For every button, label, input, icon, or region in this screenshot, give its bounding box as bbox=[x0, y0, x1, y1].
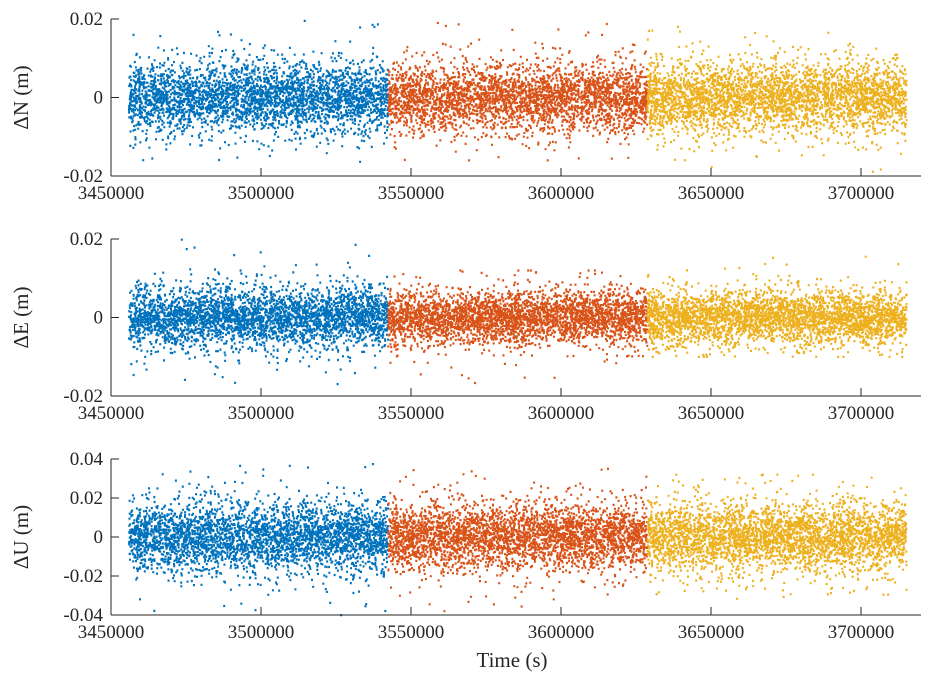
x-axis-label: Time (s) bbox=[477, 648, 548, 672]
series-1-points bbox=[128, 19, 390, 163]
y-axis-label: ΔN (m) bbox=[9, 65, 33, 129]
series-2-points bbox=[387, 21, 649, 162]
y-axis-label: ΔE (m) bbox=[9, 287, 33, 349]
series-1 bbox=[128, 19, 390, 163]
series-2 bbox=[387, 467, 649, 613]
subplot-2: -0.02 0 0.02 3450000 3500000 3550000 3600000 36… bbox=[9, 229, 921, 424]
x-tick-label: 3450000 bbox=[78, 403, 145, 424]
y-tick-label: 0.02 bbox=[70, 229, 103, 250]
series-2 bbox=[387, 269, 649, 385]
x-tick-label: 3700000 bbox=[828, 183, 895, 204]
series-3-points bbox=[646, 25, 908, 173]
x-tick-label: 3700000 bbox=[828, 622, 895, 643]
y-tick-label: 0.04 bbox=[70, 449, 104, 470]
x-tick-label: 3550000 bbox=[378, 622, 445, 643]
x-tick-label: 3550000 bbox=[378, 403, 445, 424]
series-3 bbox=[646, 255, 908, 358]
y-tick-label: -0.02 bbox=[63, 566, 103, 587]
x-tick-label: 3600000 bbox=[528, 622, 595, 643]
series-3-points bbox=[646, 473, 908, 600]
y-tick-label: 0 bbox=[94, 88, 104, 109]
y-tick-label: 0.02 bbox=[70, 488, 103, 509]
series-1-points bbox=[128, 463, 389, 617]
y-tick-label: 0 bbox=[94, 527, 104, 548]
x-tick-label: 3600000 bbox=[528, 183, 595, 204]
series-2-points bbox=[387, 269, 649, 385]
x-tick-label: 3650000 bbox=[678, 403, 745, 424]
x-tick-label: 3450000 bbox=[78, 622, 145, 643]
x-tick-label: 3450000 bbox=[78, 183, 145, 204]
x-tick-label: 3650000 bbox=[678, 183, 745, 204]
series-3 bbox=[646, 25, 908, 173]
subplot-3: -0.04 -0.02 0 0.02 0.04 3450000 3500000 3550000… bbox=[9, 449, 921, 672]
x-tick-label: 3550000 bbox=[378, 183, 445, 204]
x-tick-label: 3600000 bbox=[528, 403, 595, 424]
y-tick-label: -0.02 bbox=[63, 386, 103, 407]
subplot-1: -0.02 0 0.02 3450000 3500000 3550000 3600000 36… bbox=[9, 9, 921, 204]
y-tick-label: -0.04 bbox=[63, 605, 103, 626]
series-1-points bbox=[128, 238, 390, 386]
x-tick-label: 3500000 bbox=[228, 403, 295, 424]
y-tick-label: -0.02 bbox=[63, 166, 103, 187]
x-tick-label: 3650000 bbox=[678, 622, 745, 643]
y-tick-label: 0 bbox=[94, 308, 104, 329]
series-2-points bbox=[387, 467, 649, 613]
y-tick-label: 0.02 bbox=[70, 9, 103, 30]
series-3 bbox=[646, 473, 908, 600]
series-1 bbox=[128, 463, 389, 617]
x-tick-label: 3500000 bbox=[228, 183, 295, 204]
y-axis-label: ΔU (m) bbox=[9, 505, 33, 569]
x-tick-label: 3700000 bbox=[828, 403, 895, 424]
series-2 bbox=[387, 21, 649, 162]
x-tick-label: 3500000 bbox=[228, 622, 295, 643]
series-1 bbox=[128, 238, 390, 386]
series-3-points bbox=[646, 255, 908, 358]
